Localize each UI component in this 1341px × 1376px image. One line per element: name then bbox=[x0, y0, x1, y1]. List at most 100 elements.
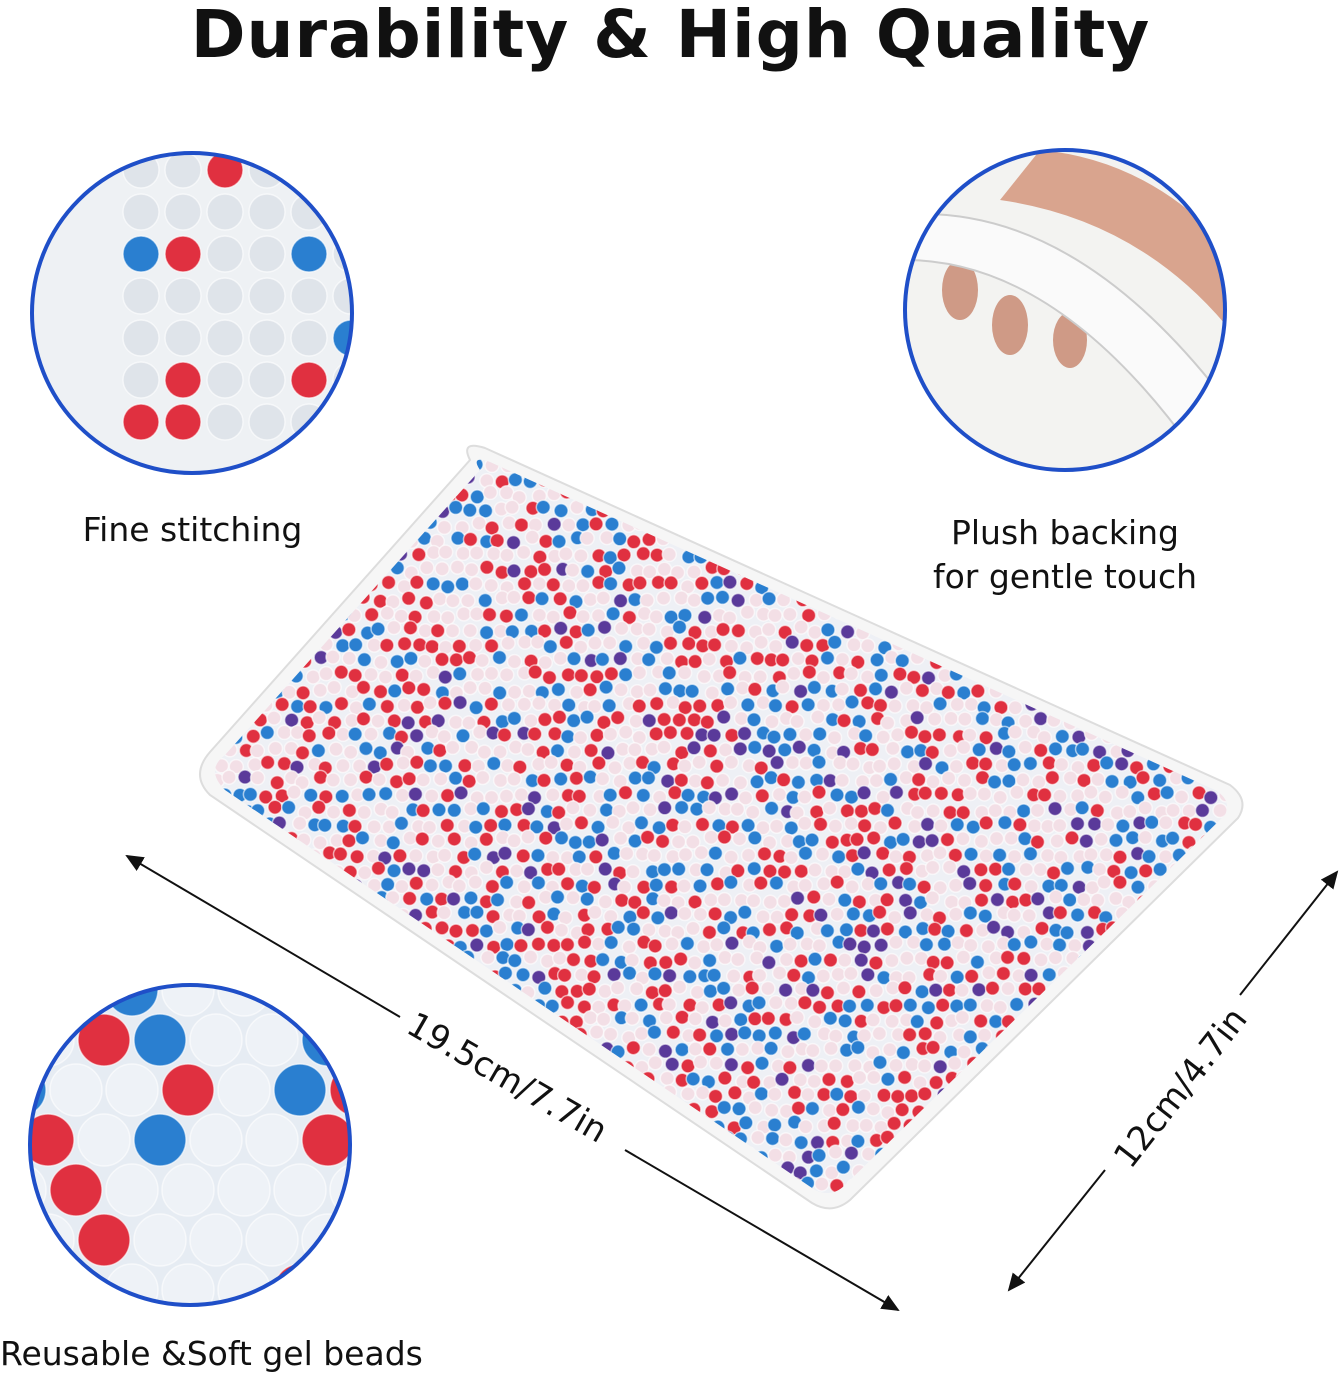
gel-bead bbox=[951, 1118, 968, 1135]
gel-bead bbox=[857, 727, 874, 744]
gel-bead bbox=[793, 953, 809, 969]
gel-bead bbox=[591, 1089, 608, 1105]
gel-bead bbox=[888, 848, 904, 865]
gel-bead bbox=[704, 504, 720, 521]
gel-bead bbox=[1023, 934, 1039, 950]
gel-bead bbox=[444, 623, 461, 639]
gel-bead bbox=[551, 533, 567, 550]
gel-bead bbox=[251, 979, 268, 995]
gel-bead bbox=[476, 1101, 492, 1117]
gel-bead bbox=[239, 860, 255, 877]
gel-bead bbox=[827, 1144, 844, 1160]
gel-bead bbox=[436, 847, 453, 863]
gel-bead bbox=[231, 484, 248, 501]
gel-bead bbox=[811, 999, 828, 1015]
gel-bead bbox=[981, 965, 997, 981]
gel-bead bbox=[364, 516, 380, 533]
gel-bead bbox=[1106, 622, 1123, 639]
gel-bead bbox=[486, 546, 502, 562]
gel-bead bbox=[716, 920, 732, 936]
gel-bead bbox=[836, 441, 850, 455]
gel-bead bbox=[985, 1072, 1001, 1088]
gel-bead bbox=[1051, 1175, 1067, 1192]
gel-bead bbox=[1222, 755, 1228, 772]
gel-bead bbox=[1161, 965, 1177, 982]
gel-bead bbox=[319, 549, 335, 565]
gel-bead bbox=[431, 802, 447, 818]
gel-bead bbox=[941, 1190, 957, 1194]
gel-bead bbox=[993, 635, 1010, 652]
gel-bead bbox=[712, 1144, 728, 1161]
gel-bead bbox=[873, 484, 890, 501]
gel-bead bbox=[670, 861, 687, 877]
gel-bead bbox=[1199, 949, 1216, 966]
gel-bead bbox=[1210, 949, 1226, 966]
gel-bead bbox=[861, 519, 877, 536]
gel-bead bbox=[464, 922, 481, 939]
gel-bead bbox=[997, 814, 1013, 831]
gel-bead bbox=[664, 1147, 681, 1164]
gel-bead bbox=[321, 725, 337, 741]
gel-bead bbox=[586, 1195, 600, 1209]
gel-bead bbox=[325, 891, 342, 907]
gel-bead bbox=[679, 459, 696, 472]
gel-bead bbox=[994, 607, 1010, 624]
gel-bead bbox=[687, 501, 703, 518]
gel-bead bbox=[471, 515, 487, 531]
gel-bead bbox=[1109, 952, 1125, 969]
gel-bead bbox=[708, 1055, 725, 1071]
gel-bead bbox=[760, 621, 777, 638]
gel-bead bbox=[221, 769, 237, 785]
gel-bead bbox=[30, 985, 47, 1017]
gel-bead bbox=[779, 473, 795, 489]
gel-bead bbox=[882, 771, 899, 788]
gel-bead bbox=[979, 1114, 995, 1131]
gel-bead bbox=[764, 1130, 781, 1147]
gel-bead bbox=[1231, 1074, 1245, 1088]
gel-bead bbox=[1111, 995, 1128, 1011]
gel-bead bbox=[888, 486, 904, 502]
gel-bead bbox=[371, 919, 388, 936]
gel-bead bbox=[777, 564, 794, 580]
gel-bead bbox=[819, 650, 836, 666]
gel-bead bbox=[506, 589, 522, 606]
gel-bead bbox=[437, 544, 454, 560]
gel-bead bbox=[995, 965, 1012, 982]
gel-bead bbox=[771, 459, 788, 474]
gel-bead bbox=[215, 697, 216, 714]
gel-bead bbox=[886, 1115, 902, 1132]
gel-bead bbox=[249, 559, 266, 575]
gel-bead bbox=[392, 1117, 408, 1134]
gel-bead bbox=[813, 1058, 830, 1074]
gel-bead bbox=[206, 319, 244, 357]
gel-bead bbox=[341, 1070, 357, 1086]
gel-bead bbox=[1051, 817, 1068, 834]
gel-bead bbox=[1144, 908, 1160, 924]
gel-bead bbox=[1064, 621, 1081, 637]
gel-bead bbox=[283, 590, 300, 606]
gel-bead bbox=[341, 802, 358, 819]
gel-bead bbox=[648, 639, 665, 656]
gel-bead bbox=[932, 879, 948, 896]
gel-bead bbox=[761, 921, 778, 938]
gel-bead bbox=[651, 459, 667, 472]
gel-bead bbox=[856, 939, 872, 955]
gel-bead bbox=[890, 1177, 907, 1193]
gel-bead bbox=[343, 563, 360, 580]
gel-bead bbox=[396, 937, 412, 953]
gel-bead bbox=[573, 548, 589, 564]
gel-bead bbox=[1090, 1074, 1107, 1090]
gel-bead bbox=[1019, 1040, 1036, 1057]
gel-bead bbox=[834, 651, 851, 668]
gel-bead bbox=[601, 459, 618, 476]
gel-bead bbox=[707, 519, 723, 536]
gel-bead bbox=[1064, 1099, 1080, 1116]
gel-bead bbox=[851, 1069, 868, 1086]
gel-bead bbox=[671, 979, 688, 995]
gel-bead bbox=[1159, 460, 1176, 476]
gel-bead bbox=[1011, 1148, 1027, 1164]
gel-bead bbox=[709, 758, 725, 774]
gel-bead bbox=[1229, 504, 1243, 518]
gel-bead bbox=[801, 664, 818, 680]
gel-bead bbox=[714, 772, 731, 789]
